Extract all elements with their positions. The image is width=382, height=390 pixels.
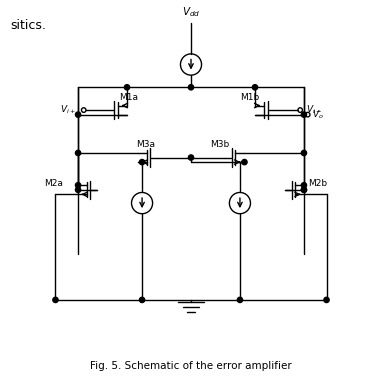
Text: M1a: M1a xyxy=(120,93,139,102)
Circle shape xyxy=(53,297,58,303)
Text: $V_{i+}$: $V_{i+}$ xyxy=(60,104,76,116)
Circle shape xyxy=(188,85,194,90)
Circle shape xyxy=(301,187,307,192)
Text: $V_{dd}$: $V_{dd}$ xyxy=(182,5,200,19)
Text: M2b: M2b xyxy=(308,179,327,188)
Circle shape xyxy=(75,150,81,156)
Circle shape xyxy=(237,297,243,303)
Text: M1b: M1b xyxy=(240,93,259,102)
Circle shape xyxy=(253,85,257,90)
Text: M2a: M2a xyxy=(44,179,63,188)
Text: $V_o$: $V_o$ xyxy=(312,108,324,121)
Circle shape xyxy=(324,297,329,303)
Text: $V_{i-}$: $V_{i-}$ xyxy=(306,104,322,116)
Circle shape xyxy=(139,297,145,303)
Text: sitics.: sitics. xyxy=(10,19,46,32)
Circle shape xyxy=(75,183,81,188)
Circle shape xyxy=(301,112,307,117)
Circle shape xyxy=(242,160,247,165)
Circle shape xyxy=(75,187,81,192)
Circle shape xyxy=(125,85,129,90)
Circle shape xyxy=(75,112,81,117)
Circle shape xyxy=(301,150,307,156)
Circle shape xyxy=(139,160,145,165)
Circle shape xyxy=(301,187,307,192)
Text: M3b: M3b xyxy=(210,140,229,149)
Text: Fig. 5. Schematic of the error amplifier: Fig. 5. Schematic of the error amplifier xyxy=(90,362,292,371)
Circle shape xyxy=(188,155,194,160)
Text: M3a: M3a xyxy=(136,140,155,149)
Circle shape xyxy=(301,183,307,188)
